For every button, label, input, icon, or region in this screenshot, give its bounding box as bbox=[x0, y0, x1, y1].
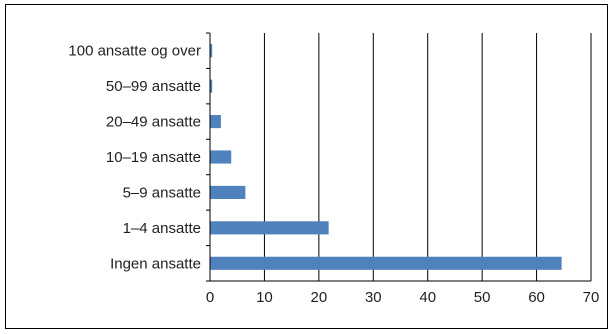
x-tick-label-60: 60 bbox=[528, 289, 545, 306]
bar-5 bbox=[210, 221, 329, 234]
x-tick-label-50: 50 bbox=[474, 289, 491, 306]
category-label-2: 20–49 ansatte bbox=[106, 114, 201, 131]
grid-lines bbox=[264, 33, 591, 281]
category-label-4: 5–9 ansatte bbox=[123, 184, 201, 201]
x-tick-label-0: 0 bbox=[206, 289, 214, 306]
bars bbox=[210, 44, 562, 270]
x-tick-label-70: 70 bbox=[583, 289, 600, 306]
x-tick-label-40: 40 bbox=[419, 289, 436, 306]
axis-lines bbox=[206, 33, 591, 281]
bar-3 bbox=[210, 150, 231, 163]
category-labels: 100 ansatte og over 50–99 ansatte 20–49 an… bbox=[68, 43, 201, 273]
bar-chart: 100 ansatte og over 50–99 ansatte 20–49 an… bbox=[6, 5, 607, 328]
category-label-0: 100 ansatte og over bbox=[68, 43, 201, 60]
category-label-5: 1–4 ansatte bbox=[123, 220, 201, 237]
bar-4 bbox=[210, 186, 245, 199]
x-tick-label-30: 30 bbox=[365, 289, 382, 306]
x-tick-label-20: 20 bbox=[311, 289, 328, 306]
bar-6 bbox=[210, 257, 562, 270]
category-label-3: 10–19 ansatte bbox=[106, 149, 201, 166]
chart-frame: 100 ansatte og over 50–99 ansatte 20–49 an… bbox=[5, 4, 608, 329]
x-tick-label-10: 10 bbox=[256, 289, 273, 306]
tick-labels: 0 10 20 30 40 50 60 70 bbox=[206, 289, 600, 306]
bar-2 bbox=[210, 115, 221, 128]
category-label-1: 50–99 ansatte bbox=[106, 78, 201, 95]
category-label-6: Ingen ansatte bbox=[110, 255, 201, 272]
